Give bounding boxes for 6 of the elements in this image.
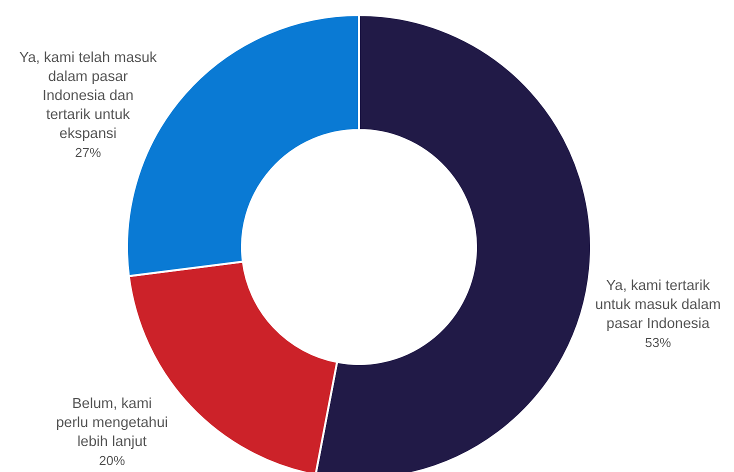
slice-label: Ya, kami tertarik untuk masuk dalam pasar Indonesia [595,278,721,332]
data-label: 20% [98,453,126,468]
data-label: 27% [74,145,102,160]
slice-label: Ya, kami telah masuk dalam pasar Indonesia dan tertarik untuk ekspansi [19,50,158,142]
data-label: 53% [644,335,672,350]
slice-label: Belum, kami perlu mengetahui lebih lanjut [56,396,168,450]
